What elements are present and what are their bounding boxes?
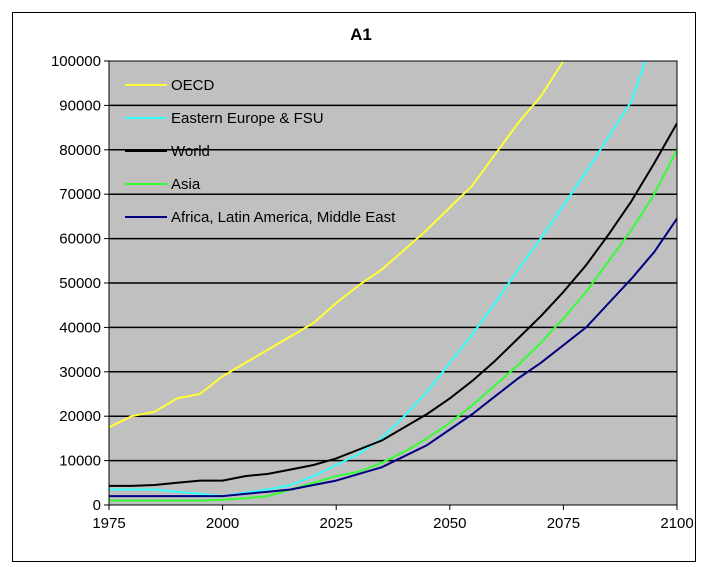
y-tick-label: 20000: [59, 408, 101, 425]
y-tick-label: 50000: [59, 275, 101, 292]
series-lines: [109, 61, 677, 502]
y-tick-label: 60000: [59, 231, 101, 248]
y-tick-label: 40000: [59, 319, 101, 336]
y-tick-label: 30000: [59, 364, 101, 381]
y-tick-label: 90000: [59, 97, 101, 114]
x-tick-label: 2000: [206, 515, 239, 532]
gridlines: [109, 104, 677, 462]
legend-label-1: Eastern Europe & FSU: [171, 110, 324, 127]
series-line-0: [109, 61, 565, 429]
x-tick-label: 2050: [433, 515, 466, 532]
y-tick-label: 80000: [59, 142, 101, 159]
legend-label-0: OECD: [171, 77, 215, 94]
series-line-2: [109, 122, 677, 487]
legend: OECD Eastern Europe & FSU World Asia Africa,…: [125, 77, 396, 226]
series-line-3: [109, 149, 677, 502]
y-tick-label: 10000: [59, 453, 101, 470]
y-axis: 0 10000 20000 30000 40000 50000 60000 70000 8000…: [51, 53, 109, 514]
x-axis: 1975 2000 2025 2050 2075 2100: [92, 505, 694, 532]
series-line-4: [109, 218, 677, 498]
x-tick-label: 2075: [547, 515, 580, 532]
legend-label-2: World: [171, 143, 210, 160]
legend-label-4: Africa, Latin America, Middle East: [171, 209, 396, 226]
x-tick-label: 2100: [660, 515, 693, 532]
x-tick-label: 1975: [92, 515, 125, 532]
y-tick-label: 70000: [59, 186, 101, 203]
series-line-1: [109, 61, 647, 498]
chart-title: A1: [350, 25, 372, 44]
y-tick-label: 0: [93, 497, 101, 514]
line-chart: A1 0 10000 20000 30000 40000 50000 60000 70000 8…: [51, 25, 694, 532]
chart-frame: A1 0 10000 20000 30000 40000 50000 60000 70000 8…: [12, 12, 696, 562]
x-tick-label: 2025: [320, 515, 353, 532]
y-tick-label: 100000: [51, 53, 101, 70]
legend-label-3: Asia: [171, 176, 201, 193]
